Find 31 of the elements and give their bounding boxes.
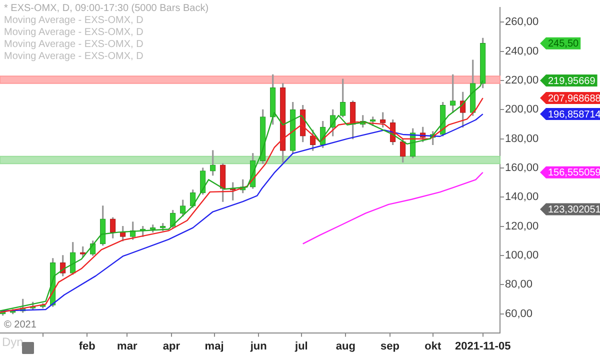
x-tick-label: apr: [162, 340, 181, 352]
x-tick-label: maj: [204, 340, 224, 352]
text: 156,555059: [548, 168, 600, 179]
text: 245,50: [548, 38, 580, 50]
y-tick-label: 120,00: [505, 220, 539, 232]
y-tick-label: 140,00: [505, 191, 539, 204]
x-tick-label: jun: [249, 340, 268, 352]
x-tick-label: aug: [336, 340, 356, 352]
x-tick-label: jul: [294, 340, 308, 352]
x-tick-label: mar: [117, 340, 138, 352]
x-tick-label: feb: [78, 340, 96, 352]
annotation: Moving Average - EXS-OMX, D: [4, 14, 144, 26]
y-tick-label: 260,00: [505, 16, 539, 28]
text: 219,95669: [548, 76, 596, 87]
x-tick-label: sep: [380, 340, 400, 352]
text: 123,302051: [548, 204, 600, 216]
y-tick-label: 60,00: [505, 308, 533, 320]
y-tick-label: 80,00: [505, 278, 533, 291]
y-tick-label: 160,00: [505, 162, 539, 174]
y-tick-label: 100,00: [505, 250, 539, 262]
chart-title: * EXS-OMX, D, 09:00-17:30 (5000 Bars Back): [4, 2, 209, 14]
x-tick-label: 2021-11-05: [455, 340, 511, 352]
annotation: © 2021: [4, 320, 37, 331]
x-tick-label: okt: [424, 340, 442, 352]
annotation: Moving Average - EXS-OMX, D: [4, 50, 144, 62]
y-tick-label: 200,00: [505, 104, 539, 116]
annotation: Moving Average - EXS-OMX, D: [4, 38, 144, 50]
annotation: Moving Average - EXS-OMX, D: [4, 26, 144, 38]
y-tick-label: 180,00: [505, 132, 539, 145]
y-tick-label: 220,00: [505, 74, 539, 87]
y-tick-label: 240,00: [505, 45, 539, 58]
